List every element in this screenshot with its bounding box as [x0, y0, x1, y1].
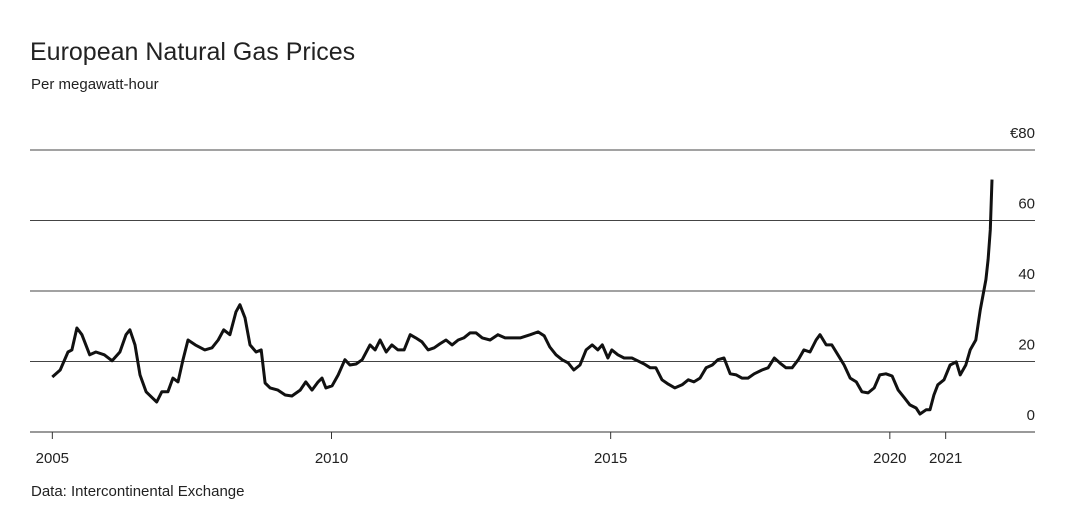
y-tick-label: €80	[1010, 125, 1035, 142]
price-line	[51, 179, 994, 416]
y-tick-label: 60	[1018, 196, 1035, 213]
chart-subtitle: Per megawatt-hour	[31, 76, 159, 93]
x-tick-label: 2020	[873, 450, 906, 467]
y-tick-label: 40	[1018, 266, 1035, 283]
x-tick-label: 2005	[36, 450, 69, 467]
x-tick-label: 2021	[929, 450, 962, 467]
source-note: Data: Intercontinental Exchange	[31, 483, 244, 500]
y-tick-label: 20	[1018, 337, 1035, 354]
x-tick-label: 2010	[315, 450, 348, 467]
chart-title: European Natural Gas Prices	[30, 38, 355, 66]
y-tick-label: 0	[1027, 407, 1035, 424]
x-tick-label: 2015	[594, 450, 627, 467]
